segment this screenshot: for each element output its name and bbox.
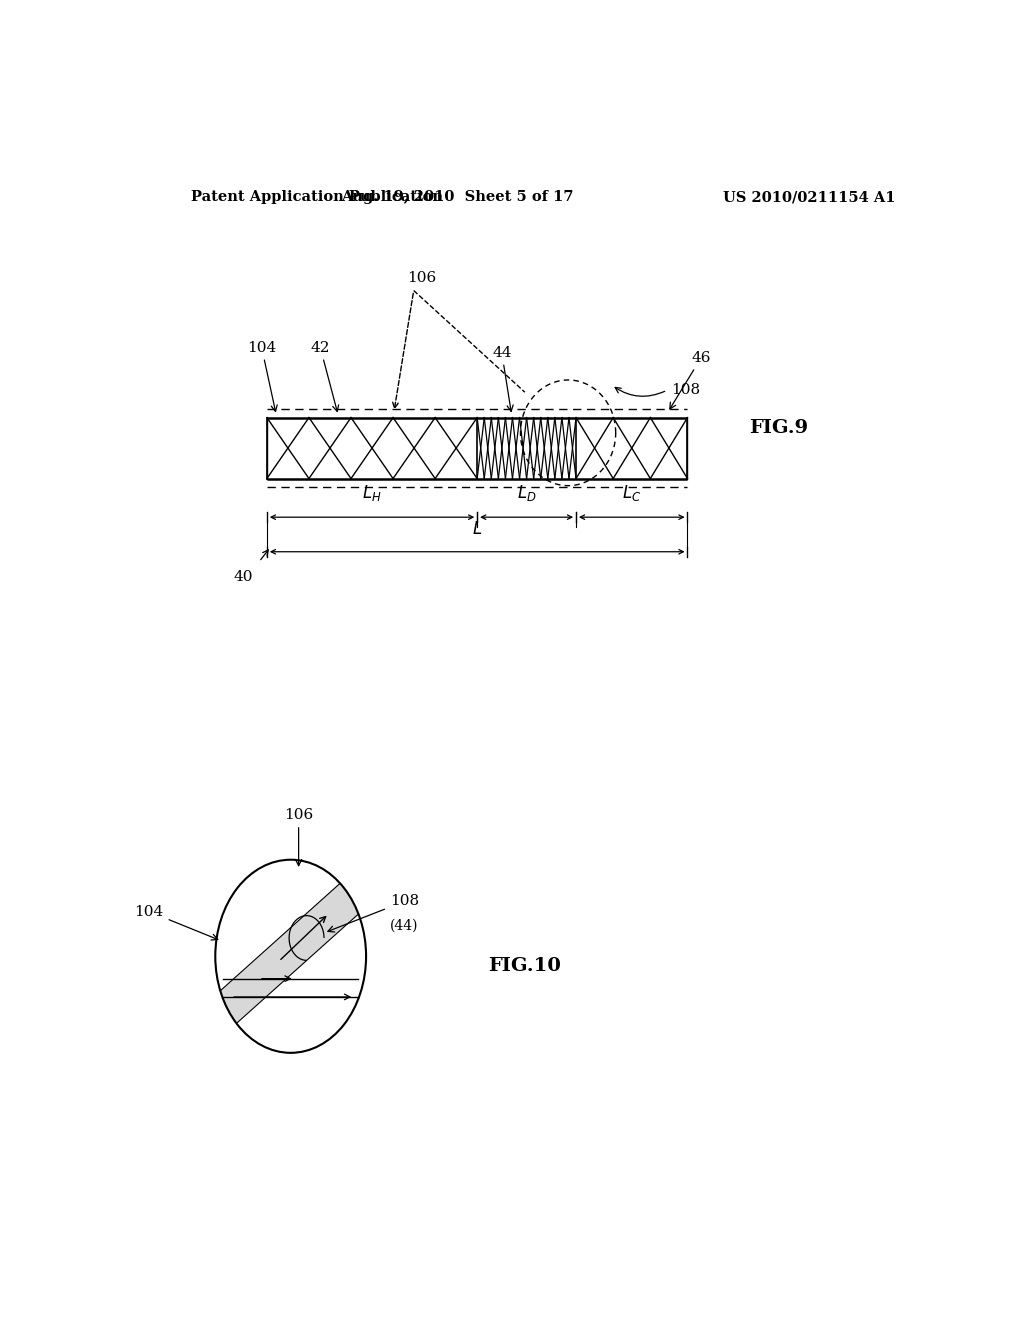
Text: FIG.10: FIG.10 — [488, 957, 561, 975]
Text: 44: 44 — [492, 346, 513, 412]
Text: FIG.9: FIG.9 — [750, 418, 808, 437]
Text: US 2010/0211154 A1: US 2010/0211154 A1 — [723, 190, 896, 205]
Text: (44): (44) — [390, 919, 419, 933]
Text: 40: 40 — [233, 570, 253, 583]
Text: 42: 42 — [310, 341, 339, 412]
Polygon shape — [215, 861, 367, 1043]
Text: 106: 106 — [284, 808, 313, 866]
Text: Patent Application Publication: Patent Application Publication — [191, 190, 443, 205]
Text: $L_C$: $L_C$ — [623, 483, 641, 503]
Text: 106: 106 — [407, 272, 436, 285]
Text: 104: 104 — [134, 904, 218, 940]
Text: 46: 46 — [670, 351, 711, 409]
Text: 104: 104 — [247, 341, 278, 412]
Text: $L_H$: $L_H$ — [362, 483, 382, 503]
Text: Aug. 19, 2010  Sheet 5 of 17: Aug. 19, 2010 Sheet 5 of 17 — [341, 190, 573, 205]
Text: 108: 108 — [672, 383, 700, 397]
Text: $L$: $L$ — [472, 520, 482, 537]
Text: $L_D$: $L_D$ — [517, 483, 537, 503]
Text: 108: 108 — [328, 895, 419, 932]
